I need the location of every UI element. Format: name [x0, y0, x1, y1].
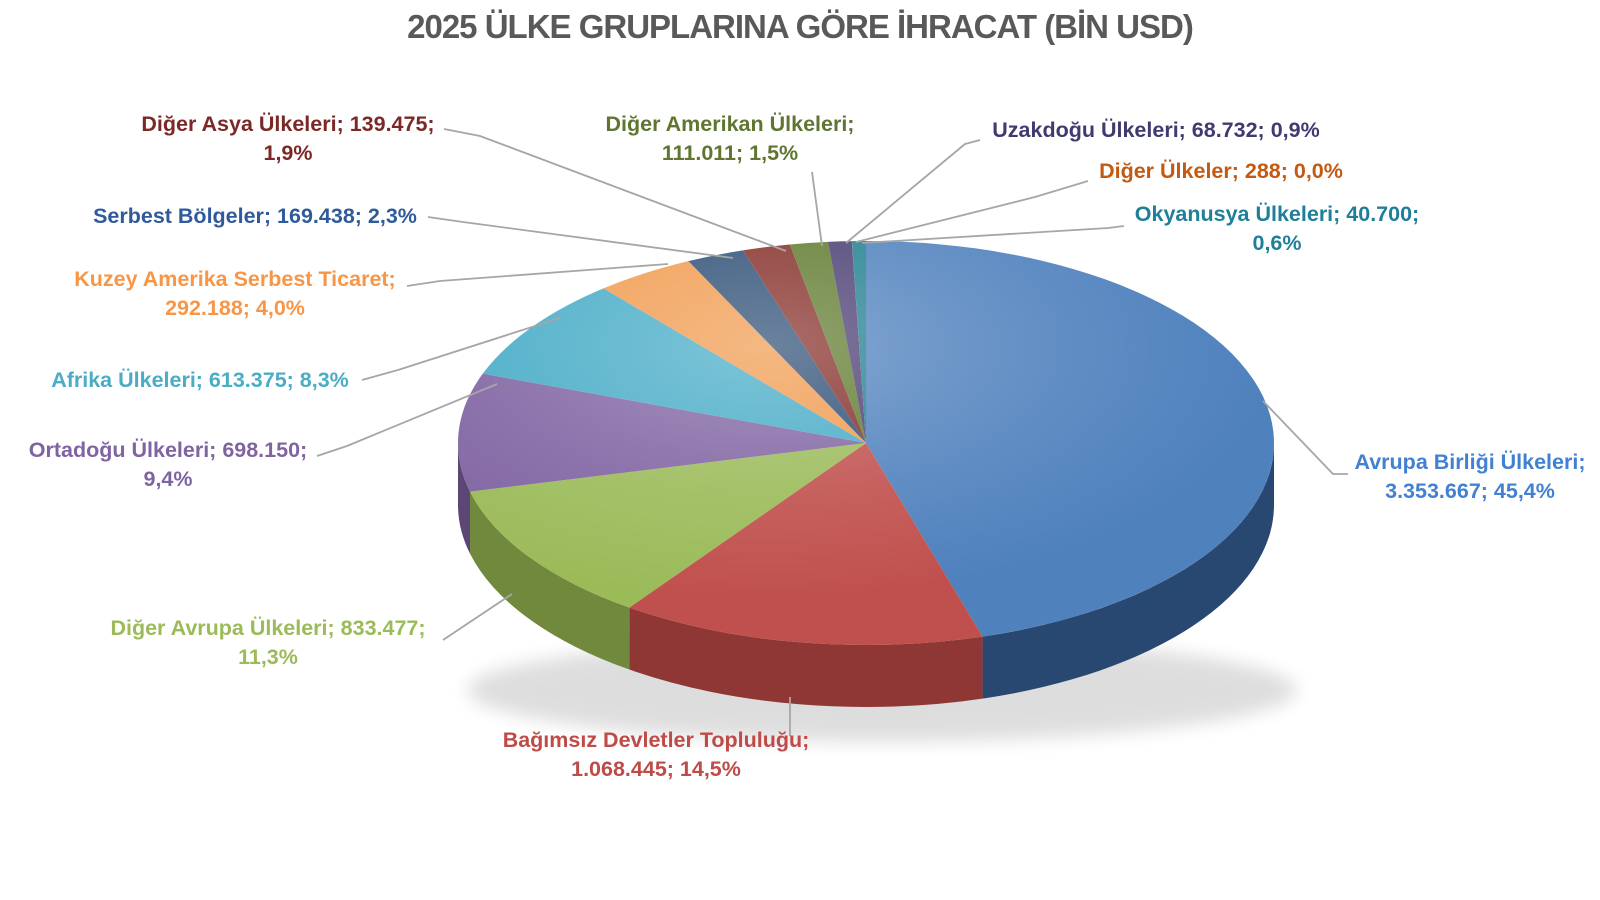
leader-line-uzakdogu [845, 139, 981, 244]
leader-line-serbest-bolgeler [427, 216, 734, 259]
pie-side-bagimsiz-devletler [629, 607, 983, 708]
leader-line-okyanusya [861, 225, 1125, 244]
pie-side-ortadogu [458, 443, 471, 554]
chart-title: 2025 ÜLKE GRUPLARINA GÖRE İHRACAT (BİN U… [407, 8, 1194, 45]
leader-line-ortadogu [316, 383, 498, 457]
pie-side-diger-avrupa [470, 491, 630, 670]
leader-line-diger-avrupa [442, 593, 513, 641]
leader-line-diger-amerikan [811, 171, 823, 247]
leader-line-avrupa-birligi [1262, 400, 1348, 475]
leader-line-diger-ulkeler [855, 180, 1089, 243]
pie-side-avrupa-birligi [982, 443, 1274, 699]
pie-3d [316, 128, 1348, 742]
leader-line-afrika [361, 317, 561, 381]
pie-gloss [458, 241, 1274, 645]
leader-line-kuzey-amerika [406, 263, 669, 287]
leader-line-diger-asya [443, 128, 787, 252]
